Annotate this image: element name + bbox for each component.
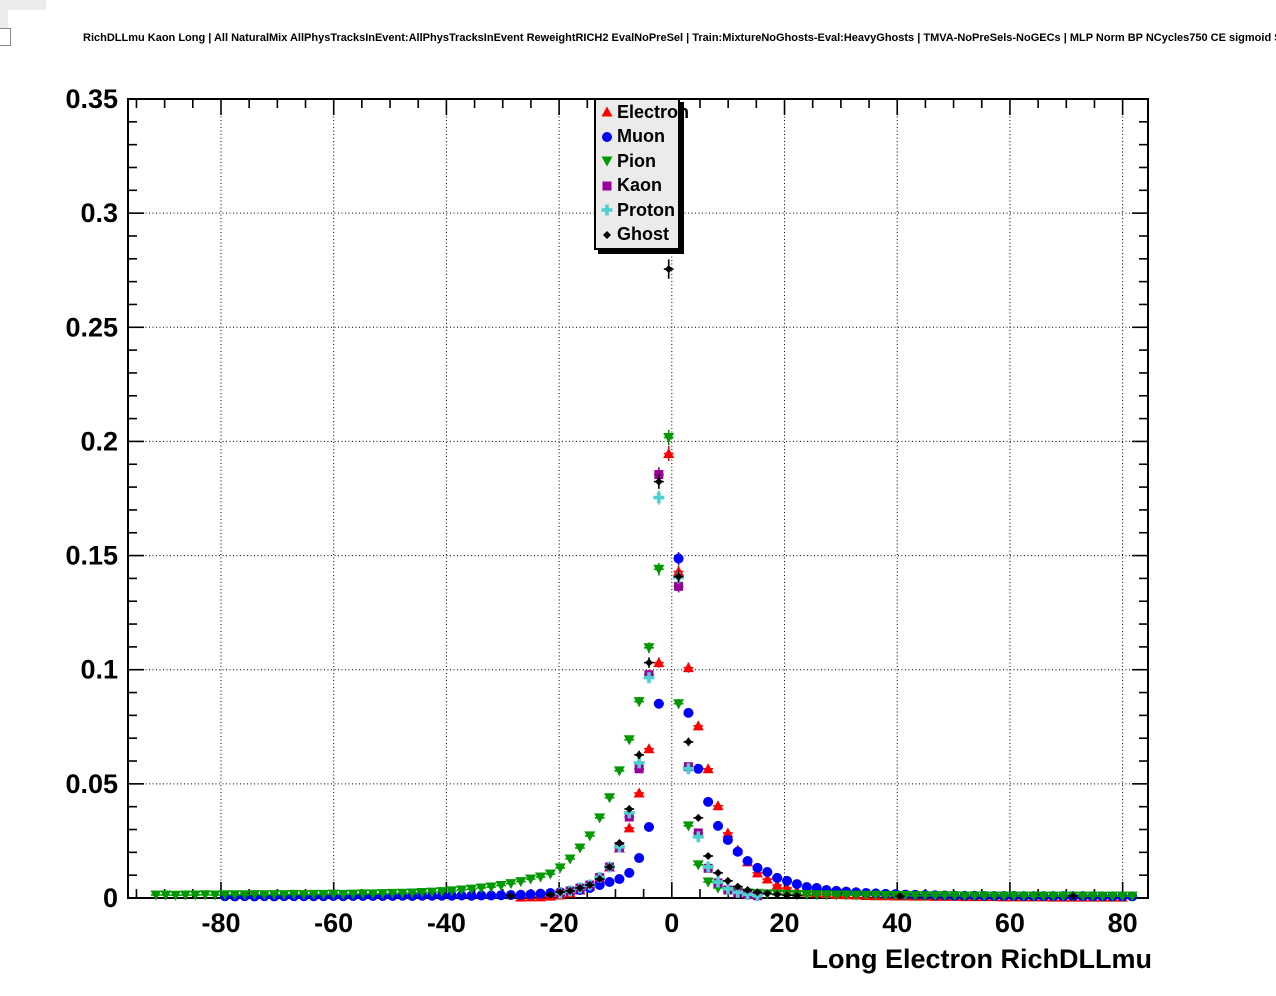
legend-entry-label: Pion xyxy=(617,150,656,171)
x-tick-label: 20 xyxy=(769,908,799,938)
series-muon xyxy=(219,552,1138,902)
y-tick-label: 0.3 xyxy=(80,198,118,228)
series-ghost xyxy=(506,259,1078,901)
legend-entry-label: Ghost xyxy=(617,224,669,245)
x-tick-label: 40 xyxy=(882,908,912,938)
y-tick-label: 0.35 xyxy=(65,84,118,114)
legend-entry: Muon xyxy=(596,125,678,150)
legend-entry-label: Electron xyxy=(617,101,690,122)
x-tick-label: -20 xyxy=(540,908,579,938)
x-tick-label: 0 xyxy=(664,908,679,938)
x-tick-label: -40 xyxy=(427,908,466,938)
x-tick-label: 60 xyxy=(995,908,1025,938)
proton-marker-icon xyxy=(601,204,613,216)
x-axis-title: Long Electron RichDLLmu xyxy=(811,944,1153,974)
series-electron xyxy=(515,445,1128,902)
plot-title: RichDLLmu Kaon Long | All NaturalMix All… xyxy=(83,32,1276,44)
legend: Electron Muon Pion Kaon Proton Ghost xyxy=(594,98,689,250)
canvas-edge-left xyxy=(0,0,8,46)
x-tick-label: -80 xyxy=(201,908,240,938)
legend-entry: Proton xyxy=(596,198,678,223)
y-tick-label: 0.25 xyxy=(65,312,118,342)
canvas-edge-top xyxy=(0,0,46,10)
y-tick-label: 0.1 xyxy=(80,655,118,685)
series-pion xyxy=(150,429,1138,902)
pion-marker-icon xyxy=(601,156,613,167)
x-tick-label: -60 xyxy=(314,908,353,938)
kaon-marker-icon xyxy=(602,181,612,191)
legend-entry: Ghost xyxy=(596,223,678,248)
y-tick-label: 0.15 xyxy=(65,541,118,571)
legend-entry: Electron xyxy=(596,100,689,125)
y-tick-label: 0 xyxy=(103,883,118,913)
legend-entry: Pion xyxy=(596,149,678,174)
y-tick-label: 0.2 xyxy=(80,426,118,456)
electron-marker-icon xyxy=(601,106,613,117)
legend-entry: Kaon xyxy=(596,174,678,199)
x-tick-label: 80 xyxy=(1108,908,1138,938)
muon-marker-icon xyxy=(602,131,612,142)
ghost-marker-icon xyxy=(603,230,611,239)
legend-entry-label: Kaon xyxy=(617,175,662,196)
canvas-corner-artifact xyxy=(0,28,11,46)
legend-entry-label: Muon xyxy=(617,126,665,147)
legend-entry-label: Proton xyxy=(617,199,675,220)
y-tick-label: 0.05 xyxy=(65,769,118,799)
